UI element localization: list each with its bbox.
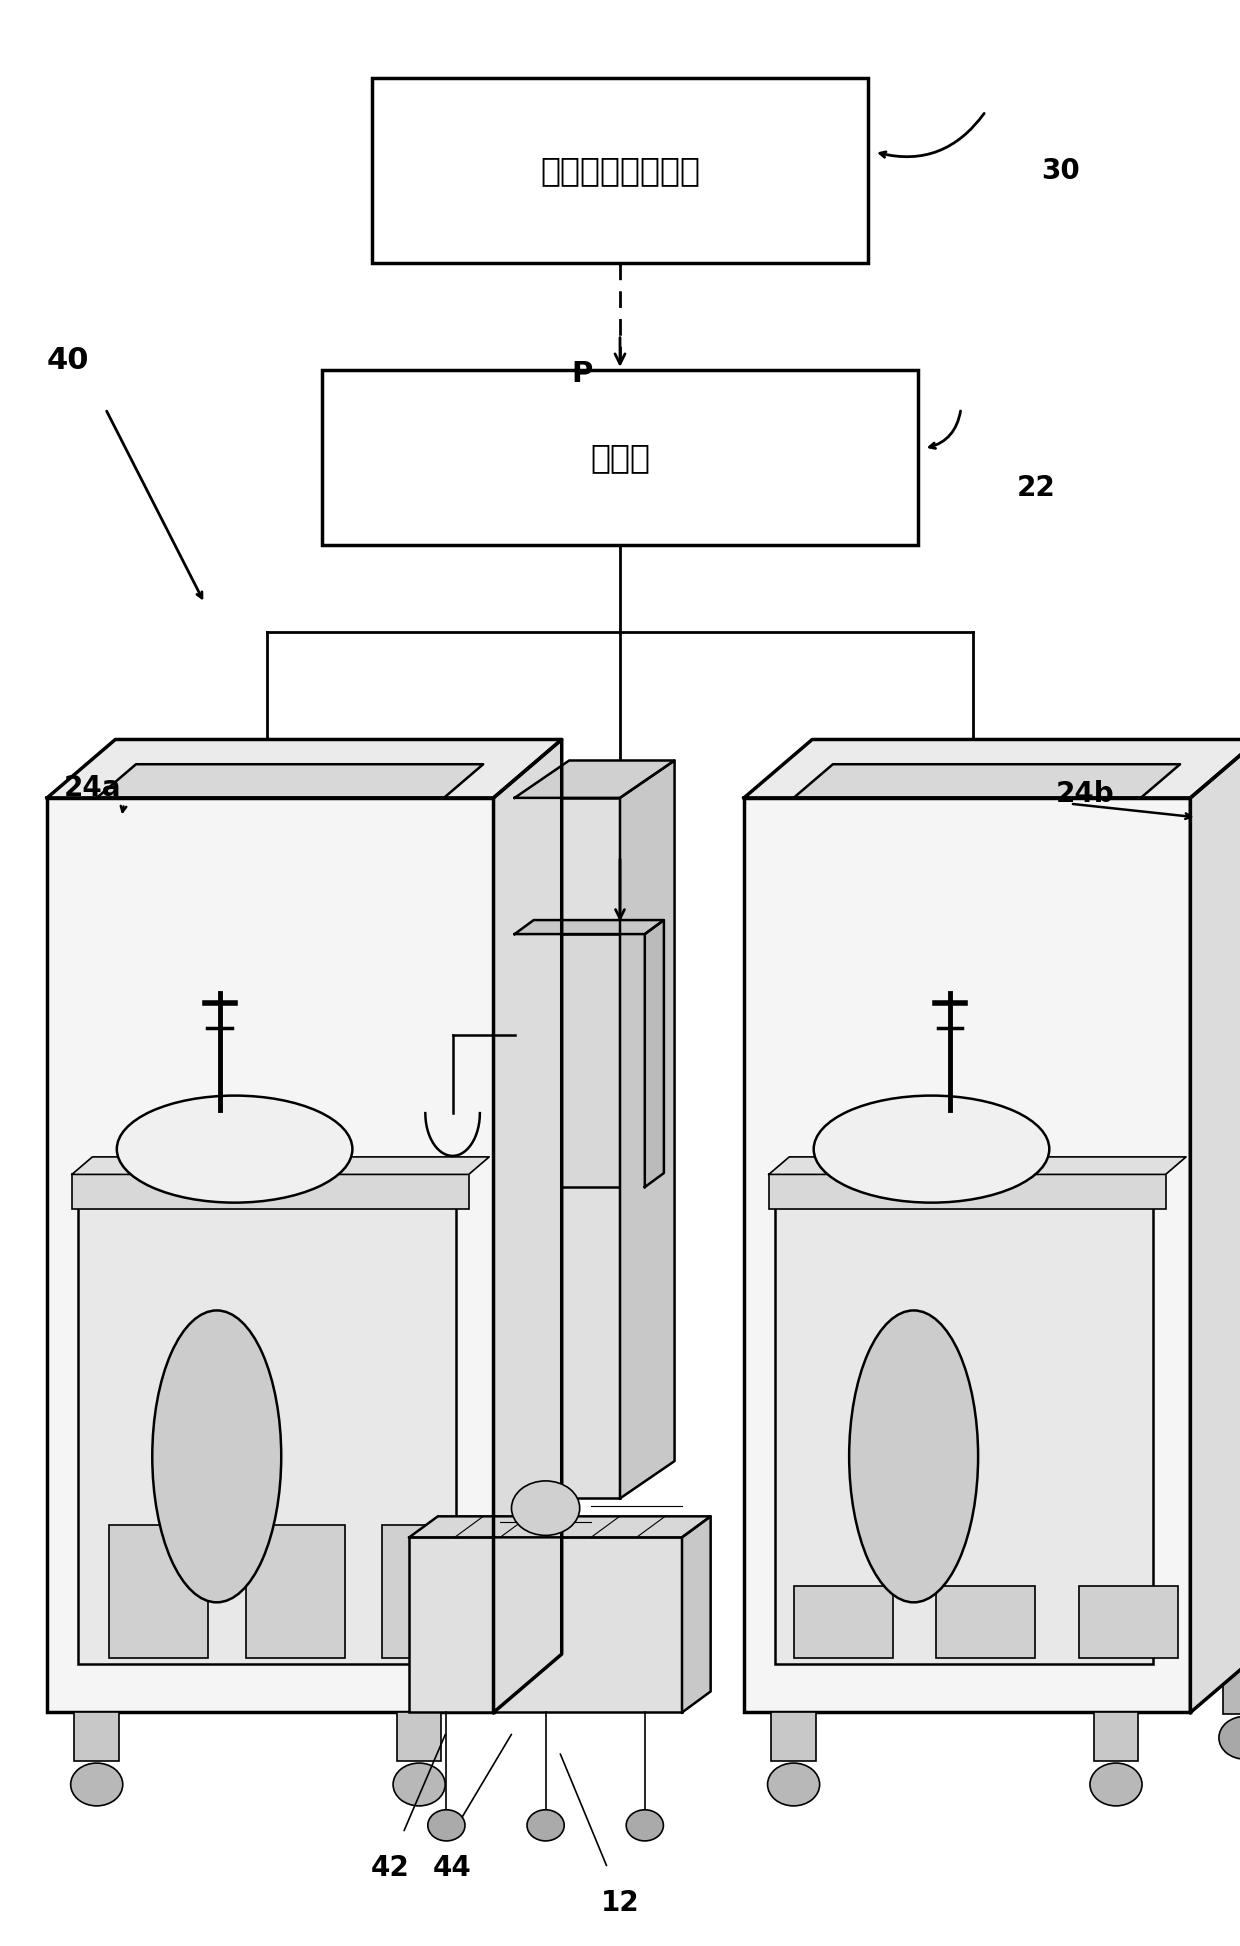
Bar: [72, 1173, 469, 1208]
Text: 40: 40: [47, 346, 89, 374]
Bar: [775, 1189, 1153, 1664]
Text: 22: 22: [1017, 475, 1055, 502]
Bar: [936, 1586, 1035, 1658]
Ellipse shape: [626, 1810, 663, 1841]
Bar: [78, 1189, 456, 1664]
Text: 24a: 24a: [64, 775, 122, 802]
Ellipse shape: [428, 1810, 465, 1841]
Polygon shape: [769, 1156, 1185, 1173]
Ellipse shape: [1090, 1763, 1142, 1806]
Bar: [744, 798, 1190, 1712]
Text: 12: 12: [600, 1890, 640, 1917]
Text: 42: 42: [371, 1855, 410, 1882]
Polygon shape: [515, 920, 663, 934]
Text: P: P: [572, 360, 593, 387]
Bar: [382, 1526, 481, 1658]
Bar: [409, 1537, 682, 1712]
Polygon shape: [515, 761, 675, 798]
Ellipse shape: [813, 1096, 1049, 1203]
Ellipse shape: [153, 1310, 281, 1602]
Text: 30: 30: [1042, 158, 1080, 185]
Bar: [515, 934, 645, 1187]
Polygon shape: [97, 765, 484, 798]
Ellipse shape: [393, 1763, 445, 1806]
Bar: [1079, 1586, 1178, 1658]
Polygon shape: [645, 920, 663, 1187]
Bar: [109, 1526, 208, 1658]
Bar: [771, 1712, 816, 1761]
Bar: [794, 1586, 893, 1658]
Ellipse shape: [527, 1810, 564, 1841]
Polygon shape: [682, 1516, 711, 1712]
Text: 24b: 24b: [1055, 780, 1115, 808]
Polygon shape: [47, 739, 562, 798]
Bar: [74, 1712, 119, 1761]
Polygon shape: [1190, 739, 1240, 1712]
Polygon shape: [794, 765, 1180, 798]
Polygon shape: [744, 739, 1240, 798]
Ellipse shape: [117, 1096, 352, 1203]
Ellipse shape: [768, 1763, 820, 1806]
Polygon shape: [409, 1516, 711, 1537]
Bar: [1223, 1666, 1240, 1714]
Bar: [1094, 1712, 1138, 1761]
Bar: [322, 370, 918, 545]
Text: 控制器: 控制器: [590, 442, 650, 473]
Ellipse shape: [1219, 1716, 1240, 1759]
Bar: [397, 1712, 441, 1761]
Ellipse shape: [849, 1310, 978, 1602]
Bar: [372, 78, 868, 263]
Text: 时序控制编程装置: 时序控制编程装置: [539, 154, 701, 187]
Bar: [246, 1526, 345, 1658]
Text: 44: 44: [433, 1855, 472, 1882]
Polygon shape: [72, 1156, 489, 1173]
Bar: [515, 798, 620, 1498]
Polygon shape: [494, 739, 562, 1712]
Bar: [769, 1173, 1166, 1208]
Polygon shape: [620, 761, 675, 1498]
Ellipse shape: [511, 1481, 580, 1535]
Ellipse shape: [71, 1763, 123, 1806]
Bar: [47, 798, 494, 1712]
